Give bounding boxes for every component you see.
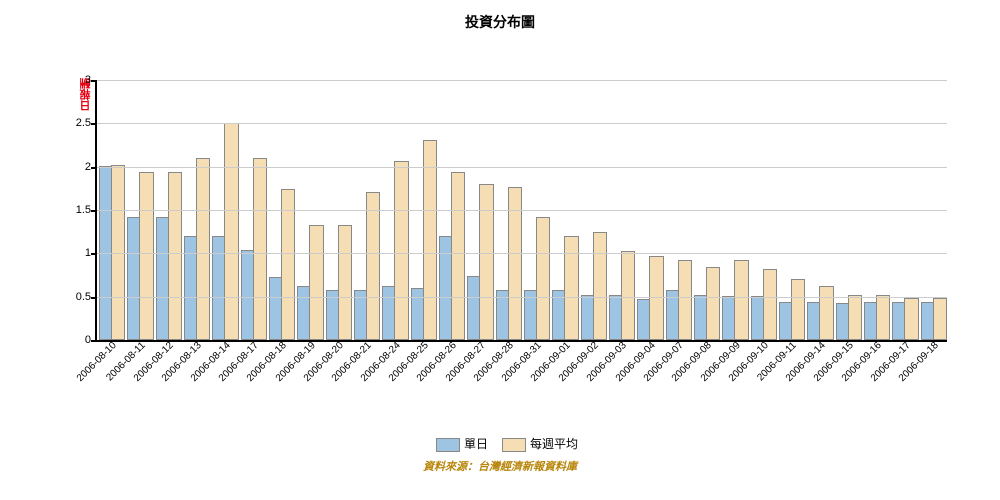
chart-title: 投資分布圖 (0, 12, 1000, 32)
y-tick-mark (91, 297, 97, 299)
bar (253, 158, 267, 340)
y-tick-label: 0.5 (61, 291, 91, 303)
bar (564, 236, 578, 340)
bar (168, 172, 182, 340)
caption: 資料來源：台灣經濟新報資料庫 (0, 458, 1000, 474)
y-tick-label: 1 (61, 247, 91, 259)
gridline (97, 167, 947, 168)
bar (649, 256, 663, 340)
bar (763, 269, 777, 340)
legend-label: 單日 (464, 437, 488, 451)
y-tick-label: 0 (61, 334, 91, 346)
gridline (97, 210, 947, 211)
bar (394, 161, 408, 340)
bar (139, 172, 153, 340)
bar (338, 225, 352, 340)
y-tick-mark (91, 253, 97, 255)
bar (904, 298, 918, 340)
bar (734, 260, 748, 340)
y-tick-mark (91, 123, 97, 125)
bar (876, 295, 890, 340)
y-tick-label: 3 (61, 74, 91, 86)
y-tick-mark (91, 80, 97, 82)
bar (281, 189, 295, 340)
y-tick-label: 2 (61, 161, 91, 173)
bar (706, 267, 720, 340)
bar (819, 286, 833, 340)
bar (848, 295, 862, 340)
gridline (97, 80, 947, 81)
legend: 單日 每週平均 (0, 435, 1000, 452)
bar (593, 232, 607, 340)
y-tick-label: 2.5 (61, 117, 91, 129)
legend-label: 每週平均 (530, 437, 578, 451)
legend-swatch (502, 438, 526, 452)
gridline (97, 253, 947, 254)
gridline (97, 123, 947, 124)
revenue-bar-chart: 投資分布圖 日報酬 00.511.522.532006-08-102006-08… (0, 0, 1000, 500)
plot-area: 00.511.522.532006-08-102006-08-112006-08… (95, 80, 947, 342)
y-tick-mark (91, 340, 97, 342)
bar (309, 225, 323, 340)
bar (423, 140, 437, 340)
bar (196, 158, 210, 340)
bar (791, 279, 805, 340)
bar (111, 165, 125, 340)
bar (451, 172, 465, 340)
bar (536, 217, 550, 340)
legend-swatch (436, 438, 460, 452)
bar (224, 123, 238, 340)
bar (366, 192, 380, 340)
bar (933, 298, 947, 340)
y-tick-label: 1.5 (61, 204, 91, 216)
y-tick-mark (91, 210, 97, 212)
bar (678, 260, 692, 340)
y-tick-mark (91, 167, 97, 169)
bar (479, 184, 493, 340)
gridline (97, 297, 947, 298)
